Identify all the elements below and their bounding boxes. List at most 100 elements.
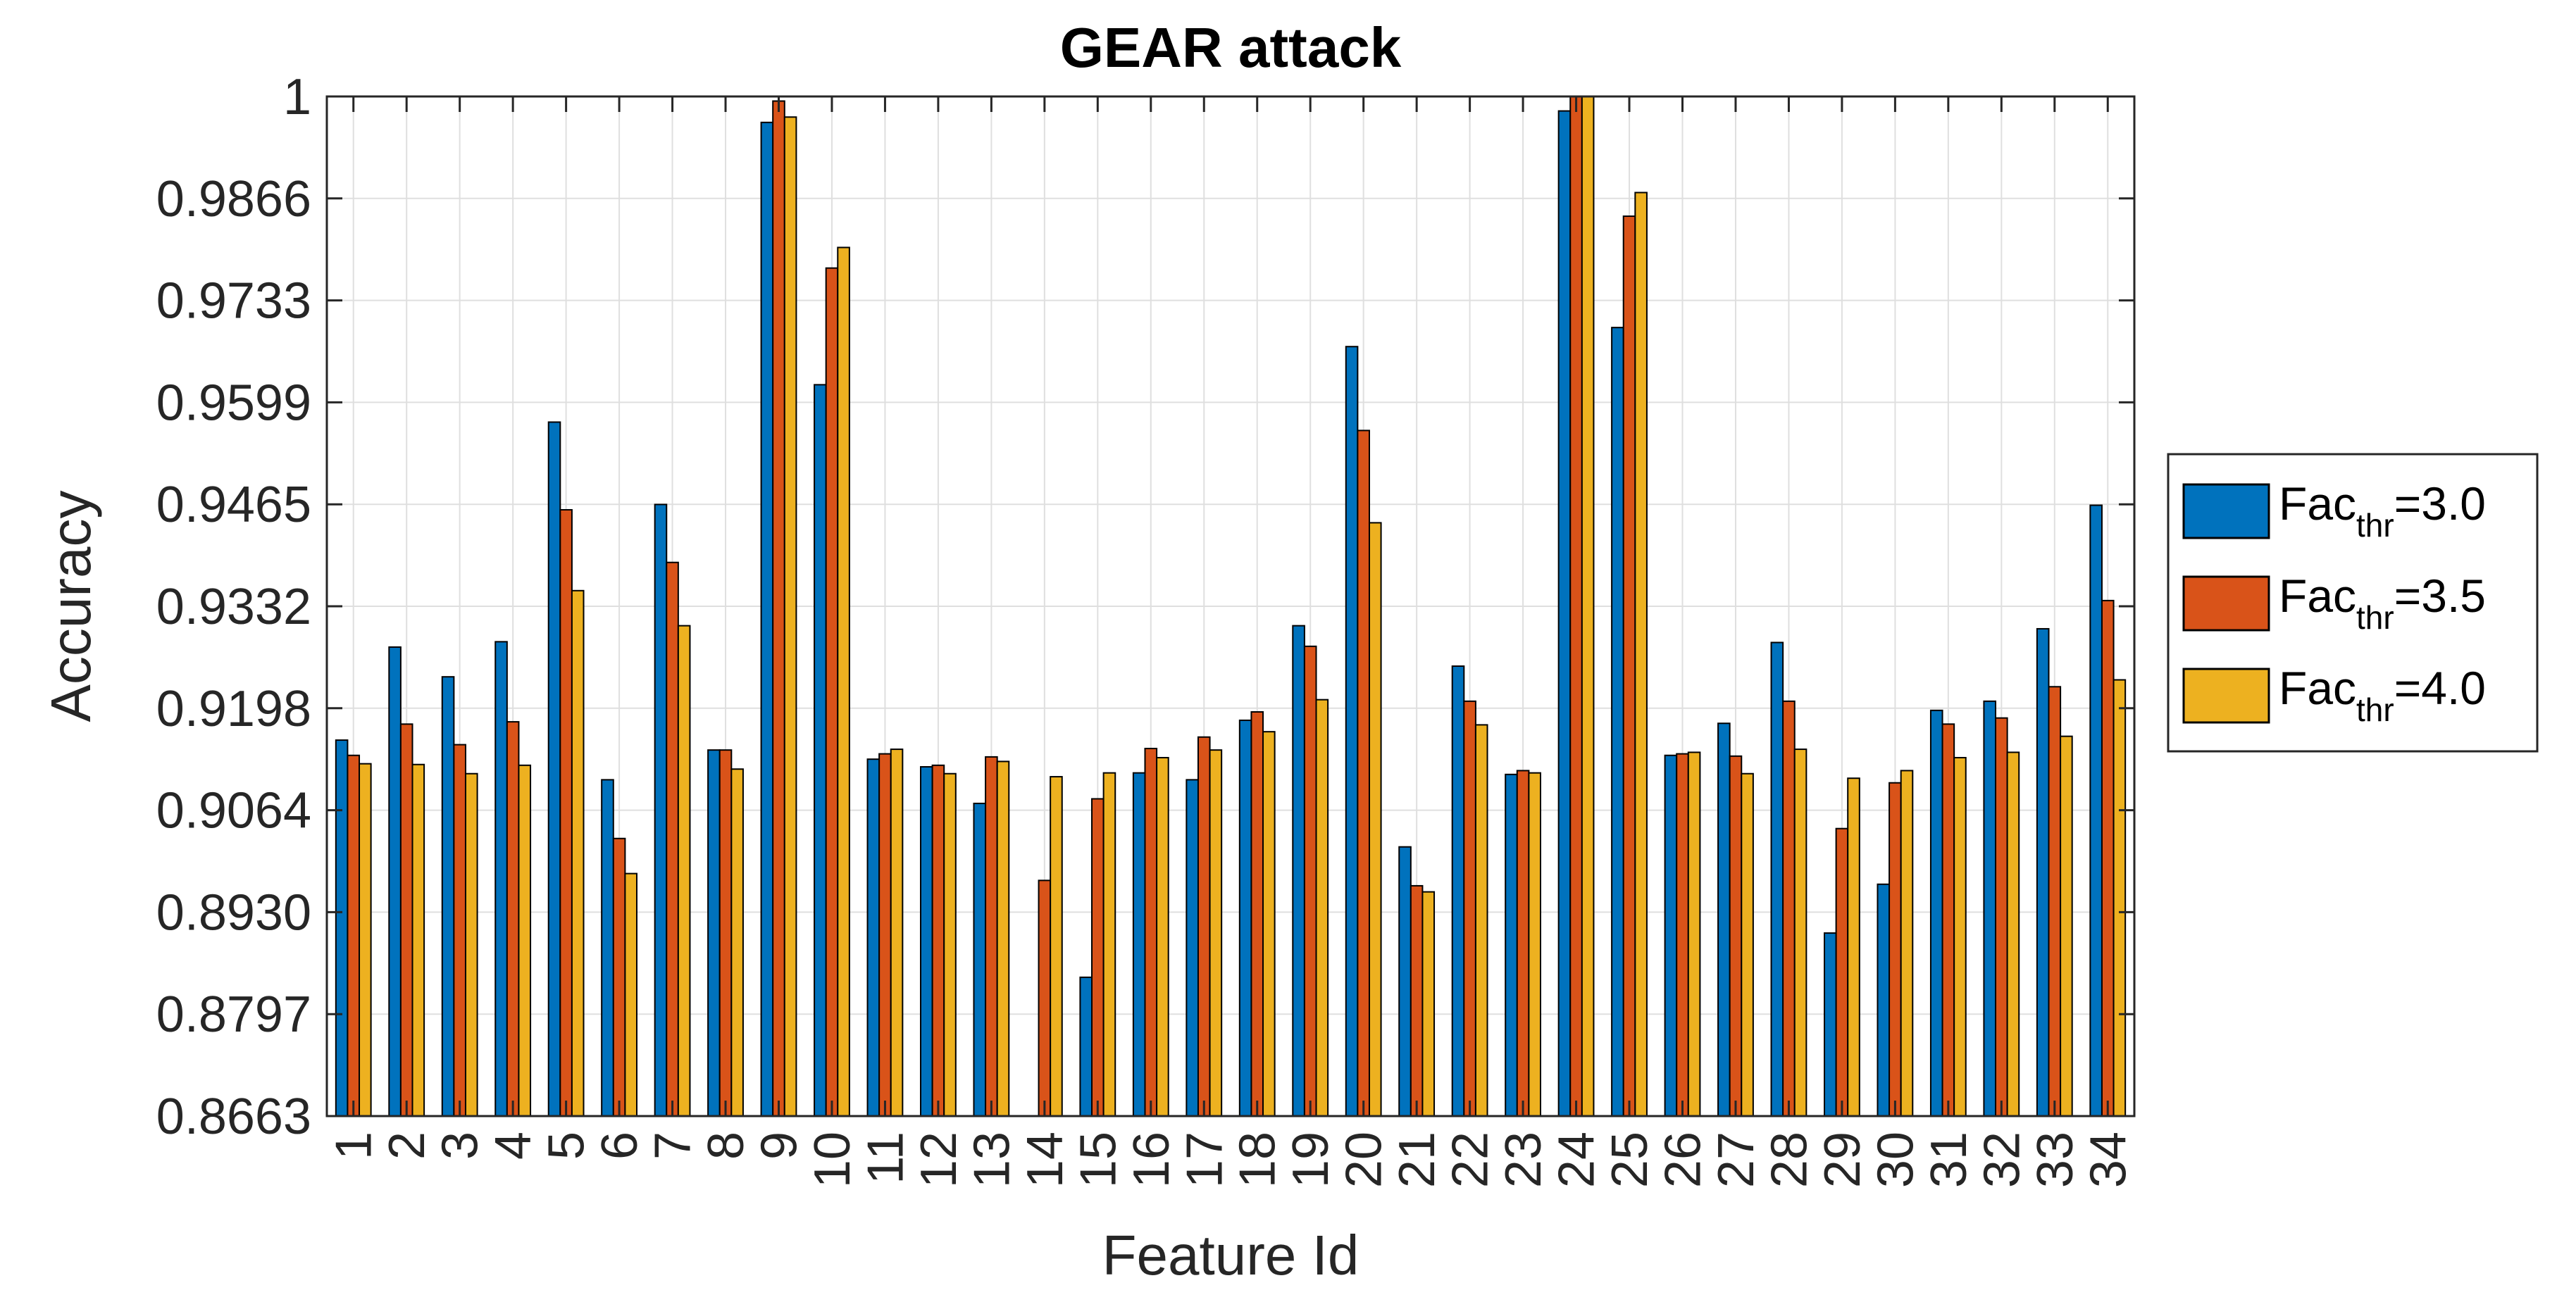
bar-series-1-feature-21 xyxy=(1398,846,1412,1117)
bar-series-2-feature-13 xyxy=(985,756,998,1117)
bar-series-2-feature-6 xyxy=(612,837,626,1117)
bar-series-1-feature-8 xyxy=(707,749,721,1117)
x-tick-label: 20 xyxy=(1336,1132,1393,1188)
y-tick-label: 0.9198 xyxy=(156,681,311,737)
y-tick-label: 0.9465 xyxy=(156,477,311,533)
bar-series-1-feature-16 xyxy=(1132,772,1146,1117)
x-tick-label: 30 xyxy=(1867,1132,1924,1188)
bar-series-3-feature-11 xyxy=(890,749,904,1117)
bar-series-3-feature-8 xyxy=(730,768,744,1117)
legend: Facthr=3.0 Facthr=3.5 Facthr=4.0 xyxy=(2167,453,2539,753)
x-tick-label: 32 xyxy=(1974,1132,2030,1188)
bar-series-2-feature-14 xyxy=(1038,879,1052,1117)
bar-series-2-feature-3 xyxy=(453,744,466,1117)
bar-series-1-feature-23 xyxy=(1505,773,1518,1117)
legend-swatch-3 xyxy=(2182,668,2270,724)
legend-label-1: Facthr=3.0 xyxy=(2279,477,2486,544)
bar-series-2-feature-16 xyxy=(1144,747,1158,1117)
bar-series-3-feature-34 xyxy=(2113,679,2127,1117)
legend-swatch-1 xyxy=(2182,483,2270,539)
bar-series-3-feature-5 xyxy=(571,589,585,1117)
x-tick-label: 31 xyxy=(1921,1132,1977,1188)
x-tick-label: 9 xyxy=(752,1132,808,1160)
x-tick-label: 13 xyxy=(964,1132,1020,1188)
bar-series-2-feature-4 xyxy=(506,721,520,1117)
bar-series-3-feature-21 xyxy=(1421,891,1436,1117)
bar-series-2-feature-20 xyxy=(1357,430,1370,1117)
bar-series-3-feature-14 xyxy=(1050,776,1063,1117)
x-tick-label: 5 xyxy=(539,1132,595,1160)
bar-series-2-feature-32 xyxy=(1995,717,2008,1117)
axis-ticks xyxy=(327,95,2134,1117)
bar-series-3-feature-17 xyxy=(1209,749,1223,1117)
y-tick-label: 0.8797 xyxy=(156,987,311,1043)
x-tick-label: 14 xyxy=(1017,1132,1074,1188)
bar-series-3-feature-25 xyxy=(1634,192,1648,1117)
x-tick-label: 11 xyxy=(857,1132,914,1184)
bar-series-1-feature-11 xyxy=(866,758,881,1117)
bar-series-2-feature-25 xyxy=(1622,215,1636,1117)
bar-series-2-feature-21 xyxy=(1410,884,1424,1117)
bar-series-1-feature-2 xyxy=(388,646,402,1117)
bar-series-3-feature-28 xyxy=(1793,749,1807,1117)
bar-series-2-feature-28 xyxy=(1782,700,1796,1117)
x-tick-label: 15 xyxy=(1070,1132,1126,1188)
y-tick-labels: 0.8663 0.8797 0.8930 0.9064 0.9198 0.9332 0.94… xyxy=(156,69,311,1145)
bar-series-2-feature-17 xyxy=(1197,736,1211,1117)
bar-series-2-feature-10 xyxy=(825,267,839,1117)
bar-series-2-feature-22 xyxy=(1463,700,1476,1117)
x-tick-label: 22 xyxy=(1443,1132,1499,1188)
bar-series-3-feature-6 xyxy=(624,872,637,1117)
y-axis-label: Accuracy xyxy=(39,491,102,722)
bar-series-2-feature-8 xyxy=(718,749,733,1117)
bar-series-3-feature-12 xyxy=(943,772,957,1117)
y-tick-label: 0.9733 xyxy=(156,273,311,330)
x-tick-label: 7 xyxy=(645,1132,702,1160)
bar-series-2-feature-33 xyxy=(2048,686,2062,1117)
bar-series-3-feature-16 xyxy=(1156,756,1169,1117)
bar-series-2-feature-18 xyxy=(1250,710,1264,1117)
bar-series-2-feature-9 xyxy=(772,100,785,1117)
legend-swatch-2 xyxy=(2182,575,2270,632)
x-tick-label: 1 xyxy=(326,1132,382,1160)
bar-series-1-feature-24 xyxy=(1557,110,1572,1117)
x-tick-label: 21 xyxy=(1389,1132,1445,1188)
bar-series-3-feature-26 xyxy=(1687,751,1701,1117)
bar-series-1-feature-15 xyxy=(1079,976,1093,1117)
x-tick-label: 2 xyxy=(379,1132,435,1160)
y-tick-label: 0.9866 xyxy=(156,171,311,227)
bar-series-2-feature-26 xyxy=(1676,753,1689,1117)
bar-series-3-feature-18 xyxy=(1262,731,1276,1117)
bar-series-3-feature-1 xyxy=(359,763,372,1117)
bar-series-3-feature-31 xyxy=(1953,756,1967,1117)
x-tick-label: 28 xyxy=(1761,1132,1817,1188)
bar-series-1-feature-12 xyxy=(920,765,933,1117)
bar-series-1-feature-6 xyxy=(601,779,614,1117)
bar-series-3-feature-27 xyxy=(1741,772,1754,1117)
x-tick-label: 24 xyxy=(1549,1132,1605,1188)
x-tick-label: 26 xyxy=(1655,1132,1712,1188)
x-tick-label: 34 xyxy=(2080,1132,2136,1188)
bar-series-1-feature-20 xyxy=(1345,346,1359,1117)
bar-series-2-feature-23 xyxy=(1516,770,1530,1117)
bar-series-1-feature-7 xyxy=(654,503,668,1117)
bar-series-2-feature-34 xyxy=(2101,599,2115,1117)
legend-label-3: Facthr=4.0 xyxy=(2279,662,2486,728)
bar-series-1-feature-34 xyxy=(2089,504,2103,1117)
x-tick-label: 4 xyxy=(485,1132,542,1160)
bar-series-3-feature-20 xyxy=(1368,522,1382,1117)
bar-series-3-feature-10 xyxy=(837,246,850,1117)
bar-series-2-feature-27 xyxy=(1729,755,1743,1117)
x-tick-label: 12 xyxy=(911,1132,967,1188)
y-tick-label: 0.9332 xyxy=(156,579,311,635)
x-tick-label: 18 xyxy=(1230,1132,1286,1188)
bar-series-2-feature-12 xyxy=(931,764,945,1117)
y-tick-label: 1 xyxy=(283,69,311,125)
y-tick-label: 0.9064 xyxy=(156,783,311,839)
bar-series-1-feature-13 xyxy=(973,802,987,1117)
x-tick-label: 3 xyxy=(433,1132,489,1160)
bar-series-1-feature-18 xyxy=(1238,719,1252,1117)
x-tick-label: 8 xyxy=(698,1132,754,1160)
y-tick-label: 0.9599 xyxy=(156,375,311,431)
